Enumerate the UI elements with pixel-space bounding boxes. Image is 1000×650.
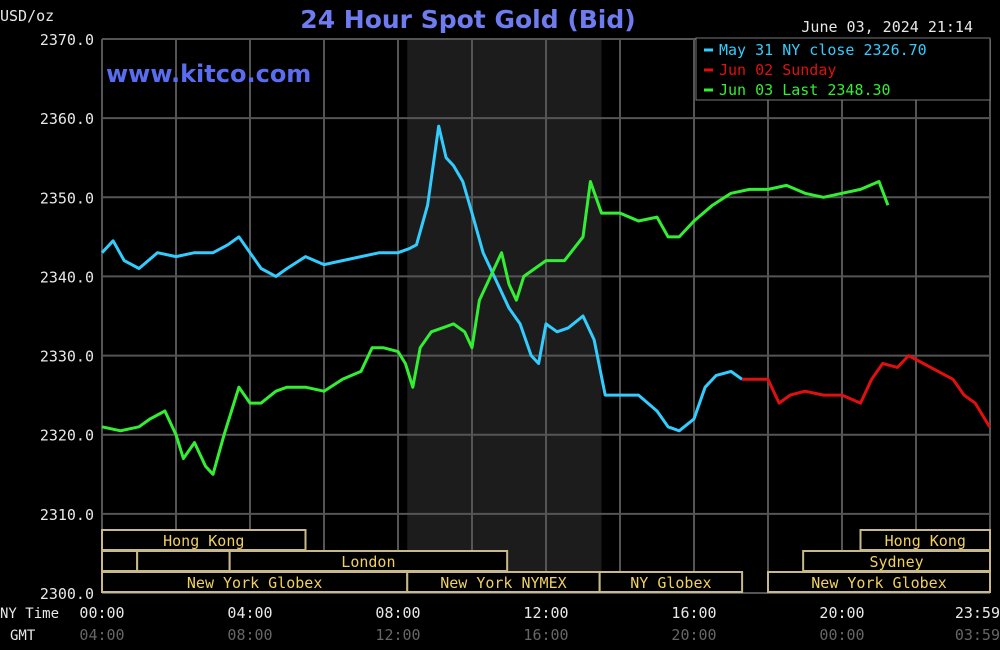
session-label: Sydney xyxy=(869,553,923,571)
x-tick-label-gmt: 20:00 xyxy=(671,626,716,644)
session-label: New York Globex xyxy=(187,574,322,592)
legend-label: Jun 02 Sunday xyxy=(719,61,836,79)
chart-title: 24 Hour Spot Gold (Bid) xyxy=(300,5,635,34)
y-tick-label: 2350.0 xyxy=(40,189,94,207)
y-tick-label: 2300.0 xyxy=(40,585,94,603)
session-box xyxy=(101,550,139,572)
series-lines xyxy=(100,124,991,476)
timestamp: June 03, 2024 21:14 xyxy=(801,18,973,36)
x-tick-label-ny: 16:00 xyxy=(671,604,716,622)
grid xyxy=(101,38,991,594)
y-tick-label: 2370.0 xyxy=(40,31,94,49)
session-label: NY Globex xyxy=(630,574,711,592)
y-tick-label: 2310.0 xyxy=(40,506,94,524)
gmt-label: GMT xyxy=(10,628,36,644)
x-tick-label-ny: 04:00 xyxy=(227,604,272,622)
legend-label: May 31 NY close 2326.70 xyxy=(719,41,927,59)
session-label: New York Globex xyxy=(811,574,946,592)
x-tick-labels: 00:00 04:00 04:00 08:00 08:00 12:00 12:00 16:00… xyxy=(79,604,1000,644)
session-bars: Hong Kong Hong Kong London Sydney New York G… xyxy=(101,529,992,593)
session-box xyxy=(136,550,231,572)
x-tick-label-ny: 23:59 xyxy=(955,604,1000,622)
x-tick-label-ny: 20:00 xyxy=(819,604,864,622)
session-label: New York NYMEX xyxy=(440,574,566,592)
x-tick-label-gmt: 00:00 xyxy=(819,626,864,644)
legend: May 31 NY close 2326.70 Jun 02 Sunday Jun … xyxy=(704,41,927,99)
x-tick-label-gmt: 03:59 xyxy=(955,626,1000,644)
x-tick-label-gmt: 12:00 xyxy=(375,626,420,644)
session-box xyxy=(767,571,991,593)
session-label: London xyxy=(341,553,395,571)
y-tick-label: 2360.0 xyxy=(40,110,94,128)
y-tick-label: 2330.0 xyxy=(40,348,94,366)
x-tick-label-gmt: 16:00 xyxy=(523,626,568,644)
legend-box xyxy=(695,37,991,101)
legend-label: Jun 03 Last 2348.30 xyxy=(719,81,891,99)
shaded-session-region xyxy=(407,39,602,593)
y-tick-label: 2320.0 xyxy=(40,427,94,445)
x-tick-label-ny: 12:00 xyxy=(523,604,568,622)
session-box xyxy=(598,571,744,593)
y-tick-labels: 2300.0 2310.0 2320.0 2330.0 2340.0 2350.0 2360… xyxy=(40,31,94,603)
watermark: www.kitco.com xyxy=(106,60,311,88)
series-line-2 xyxy=(101,180,890,476)
x-tick-label-ny: 00:00 xyxy=(79,604,124,622)
session-label: Hong Kong xyxy=(885,532,966,550)
y-tick-label: 2340.0 xyxy=(40,268,94,286)
series-line-0 xyxy=(100,124,743,433)
ny-time-label: NY Time xyxy=(0,606,59,622)
x-tick-label-ny: 08:00 xyxy=(375,604,420,622)
x-tick-label-gmt: 08:00 xyxy=(227,626,272,644)
x-tick-label-gmt: 04:00 xyxy=(79,626,124,644)
session-label: Hong Kong xyxy=(163,532,244,550)
y-axis-label: USD/oz xyxy=(0,7,54,25)
series-line-1 xyxy=(742,354,991,428)
